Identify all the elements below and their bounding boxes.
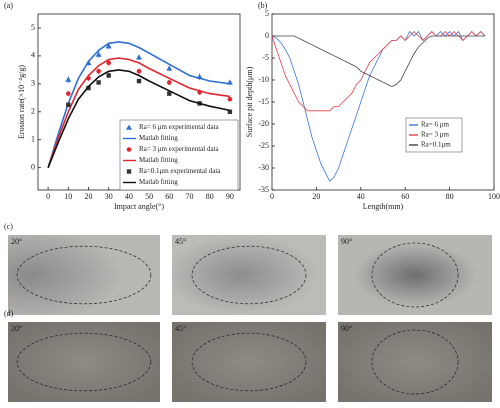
- x-axis-label: Impact angle(°): [114, 202, 164, 211]
- outline: [16, 332, 152, 392]
- marker: [96, 68, 101, 74]
- y-tick-label: -5: [262, 53, 269, 62]
- marker: [136, 78, 142, 84]
- marker: [66, 91, 71, 96]
- x-tick-label: 90: [226, 192, 234, 201]
- x-tick-label: 50: [145, 192, 153, 201]
- legend-label: Ra= 3 μm experimental data: [139, 145, 220, 153]
- x-axis-label: Length(mm): [363, 202, 404, 211]
- x-tick-label: 60: [165, 192, 173, 201]
- angle-label: 20°: [11, 237, 22, 246]
- photo: [172, 235, 326, 315]
- series-line: [47, 41, 231, 168]
- series-line: [271, 31, 486, 112]
- y-tick-label: 0: [265, 31, 269, 40]
- photo: [8, 322, 160, 402]
- photo: [172, 322, 326, 402]
- y-tick-label: 4: [31, 51, 35, 60]
- photo: [338, 235, 492, 315]
- legend-label: Ra= 6 μm experimental data: [139, 123, 220, 131]
- y-axis-label: Erosion rate(×10⁻⁴g/g): [17, 65, 26, 139]
- y-tick-label: 5: [265, 9, 269, 18]
- marker: [96, 80, 101, 85]
- x-tick-label: 40: [125, 192, 133, 201]
- y-axis-label: Surface pit depth(μm): [245, 66, 254, 137]
- series-line: [47, 57, 231, 168]
- marker: [106, 60, 111, 66]
- outline: [16, 245, 152, 305]
- x-tick-label: 0: [46, 192, 50, 201]
- marker: [86, 85, 91, 91]
- x-tick-label: 60: [401, 192, 409, 201]
- legend-label: Ra= 3 μm: [421, 131, 449, 139]
- marker: [136, 54, 142, 60]
- angle-label: 45°: [175, 324, 186, 333]
- x-tick-label: 30: [105, 192, 113, 201]
- x-tick-label: 80: [446, 192, 454, 201]
- legend-box: [119, 119, 239, 191]
- legend-label: Ra=0.1μm experimental data: [139, 167, 221, 175]
- legend-label: Ra= 6 μm: [421, 121, 449, 129]
- angle-label: 45°: [175, 237, 186, 246]
- x-tick-label: 10: [64, 192, 72, 201]
- photo: [8, 235, 160, 315]
- marker: [227, 109, 233, 114]
- series-line: [271, 30, 486, 182]
- marker: [227, 96, 233, 102]
- x-tick-label: 40: [357, 192, 365, 201]
- y-tick-label: 3: [31, 79, 35, 88]
- marker: [126, 169, 132, 174]
- panel-label: (c): [4, 222, 13, 231]
- x-tick-label: 20: [312, 192, 320, 201]
- x-tick-label: 100: [488, 192, 500, 201]
- panel-label: (b): [258, 1, 268, 10]
- marker: [66, 102, 71, 107]
- series-line: [47, 69, 231, 168]
- marker: [95, 51, 102, 57]
- marker: [105, 43, 112, 49]
- x-tick-label: 80: [206, 192, 214, 201]
- angle-label: 90°: [341, 237, 352, 246]
- y-tick-label: 0: [31, 162, 35, 171]
- legend-label: Matlab fitting: [139, 178, 178, 186]
- marker: [166, 65, 173, 71]
- y-tick-label: -15: [258, 97, 269, 106]
- angle-label: 90°: [341, 324, 352, 333]
- y-tick-label: -20: [258, 119, 269, 128]
- outline: [191, 332, 307, 392]
- marker: [126, 147, 132, 152]
- x-tick-label: 70: [186, 192, 194, 201]
- angle-label: 20°: [11, 324, 22, 333]
- series-line: [272, 35, 486, 88]
- x-tick-label: 20: [85, 192, 93, 201]
- y-tick-label: 5: [31, 23, 35, 32]
- panel-label: (a): [4, 1, 13, 10]
- legend-label: Ra=0.1μm: [421, 141, 451, 149]
- y-tick-label: 2: [31, 107, 35, 116]
- y-tick-label: -30: [258, 163, 269, 172]
- y-tick-label: -35: [258, 185, 269, 194]
- plot-frame: [271, 13, 495, 191]
- y-tick-label: -10: [258, 75, 269, 84]
- outline: [191, 245, 307, 305]
- x-tick-label: 0: [270, 192, 274, 201]
- outline: [371, 242, 459, 308]
- marker: [65, 76, 72, 82]
- y-tick-label: 1: [31, 135, 35, 144]
- legend-label: Matlab fitting: [139, 134, 178, 142]
- marker: [167, 91, 172, 96]
- legend-label: Matlab fitting: [139, 156, 178, 164]
- photo: [338, 322, 492, 402]
- marker: [126, 124, 132, 130]
- marker: [106, 73, 111, 78]
- marker: [136, 68, 142, 74]
- outline: [371, 329, 459, 395]
- panel-label: (d): [4, 309, 14, 318]
- y-tick-label: -25: [258, 141, 269, 150]
- marker: [167, 80, 172, 85]
